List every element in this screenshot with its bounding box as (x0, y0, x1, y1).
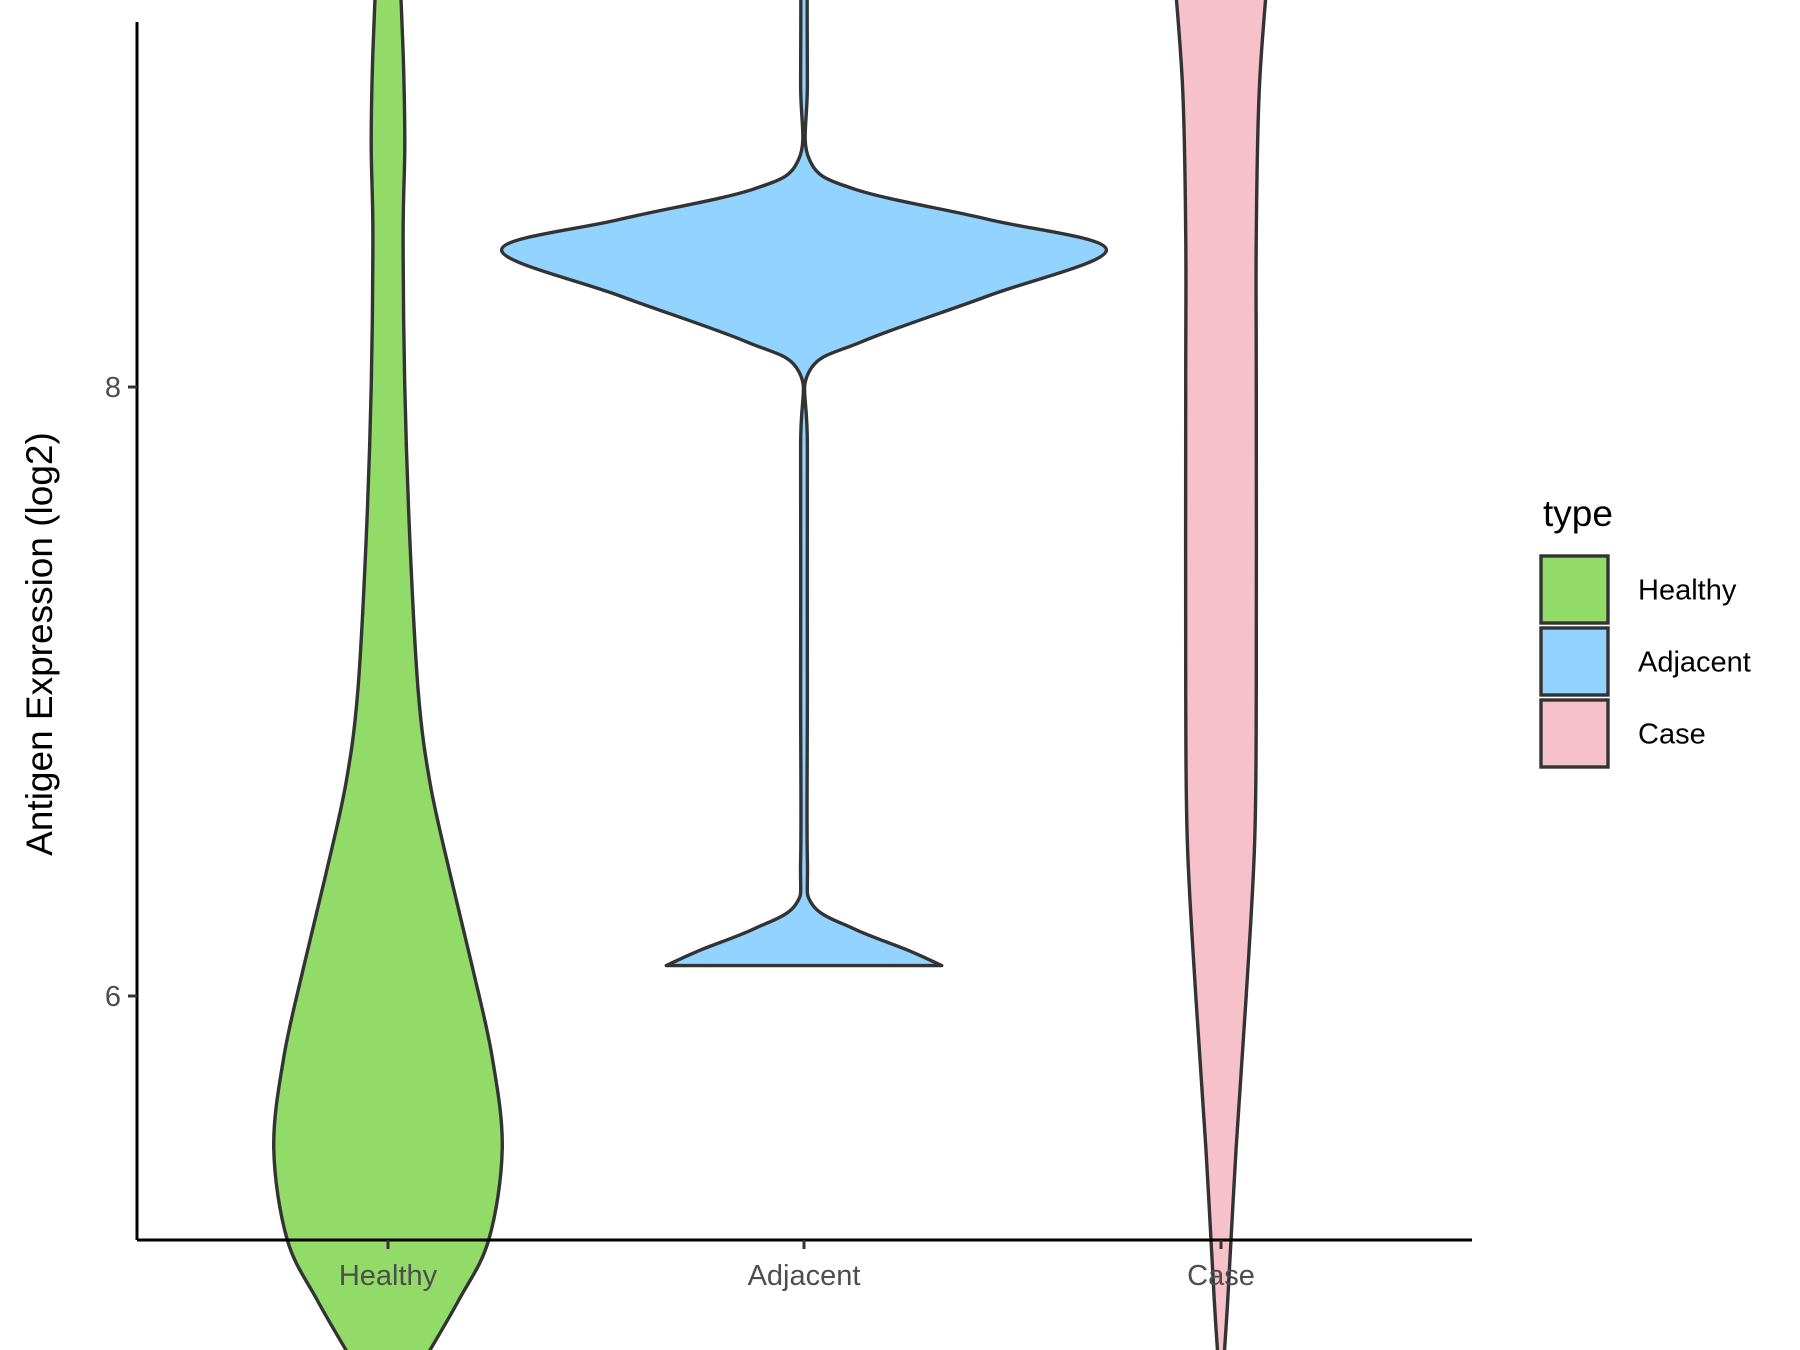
legend-label-healthy: Healthy (1638, 575, 1737, 607)
x-tick-label-case: Case (1187, 1260, 1255, 1292)
x-axis-ticks: Healthy Adjacent Case (339, 1240, 1255, 1292)
legend-key-case (1539, 698, 1610, 769)
legend: Healthy Adjacent Case (1539, 554, 1751, 769)
legend-key-adjacent (1539, 626, 1610, 697)
y-tick-label: 6 (105, 981, 121, 1013)
legend-label-adjacent: Adjacent (1638, 647, 1751, 679)
violin-case (1174, 0, 1268, 1350)
y-axis-title: Antigen Expression (log2) (19, 432, 60, 856)
y-tick-label: 8 (105, 372, 121, 404)
violin-adjacent (499, 0, 1109, 968)
y-axis-ticks: 681012 (105, 372, 137, 1013)
violin-healthy (272, 0, 504, 1350)
legend-title: type (1543, 493, 1613, 534)
violin-layer (272, 0, 1268, 1350)
x-tick-label-healthy: Healthy (339, 1260, 438, 1292)
legend-label-case: Case (1638, 719, 1706, 751)
x-tick-label-adjacent: Adjacent (748, 1260, 861, 1292)
legend-key-healthy (1539, 554, 1610, 625)
